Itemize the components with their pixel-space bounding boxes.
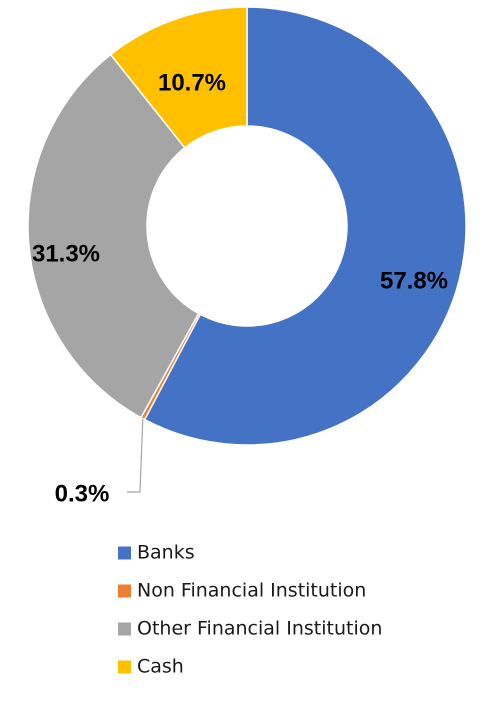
legend-swatch-banks: [118, 546, 131, 560]
legend: Banks Non Financial Institution Other Fina…: [118, 542, 382, 678]
slice-banks: [143, 6, 467, 446]
leader-line-non-financial-institution: [127, 418, 144, 493]
legend-item-non-financial-institution: Non Financial Institution: [118, 580, 366, 602]
legend-label-other-financial-institution: Other Financial Institution: [137, 618, 382, 640]
data-label-other-financial-institution: 31.3%: [32, 240, 100, 267]
leader-lines: [127, 418, 144, 493]
slice-cash: [109, 6, 248, 149]
legend-item-other-financial-institution: Other Financial Institution: [118, 618, 382, 640]
data-label-cash: 10.7%: [158, 69, 226, 96]
legend-swatch-cash: [118, 660, 131, 674]
legend-swatch-non-financial-institution: [118, 584, 131, 598]
legend-label-cash: Cash: [137, 656, 184, 678]
legend-swatch-other-financial-institution: [118, 622, 131, 636]
legend-label-banks: Banks: [137, 542, 195, 564]
legend-item-cash: Cash: [118, 656, 184, 678]
legend-item-banks: Banks: [118, 542, 195, 564]
data-labels: 57.8% 0.3% 31.3% 10.7%: [32, 69, 448, 507]
donut-slices: [27, 6, 467, 446]
slice-other-financial-institution: [27, 53, 200, 419]
data-label-banks: 57.8%: [380, 267, 448, 294]
data-label-non-financial-institution: 0.3%: [55, 480, 110, 507]
legend-label-non-financial-institution: Non Financial Institution: [137, 580, 366, 602]
